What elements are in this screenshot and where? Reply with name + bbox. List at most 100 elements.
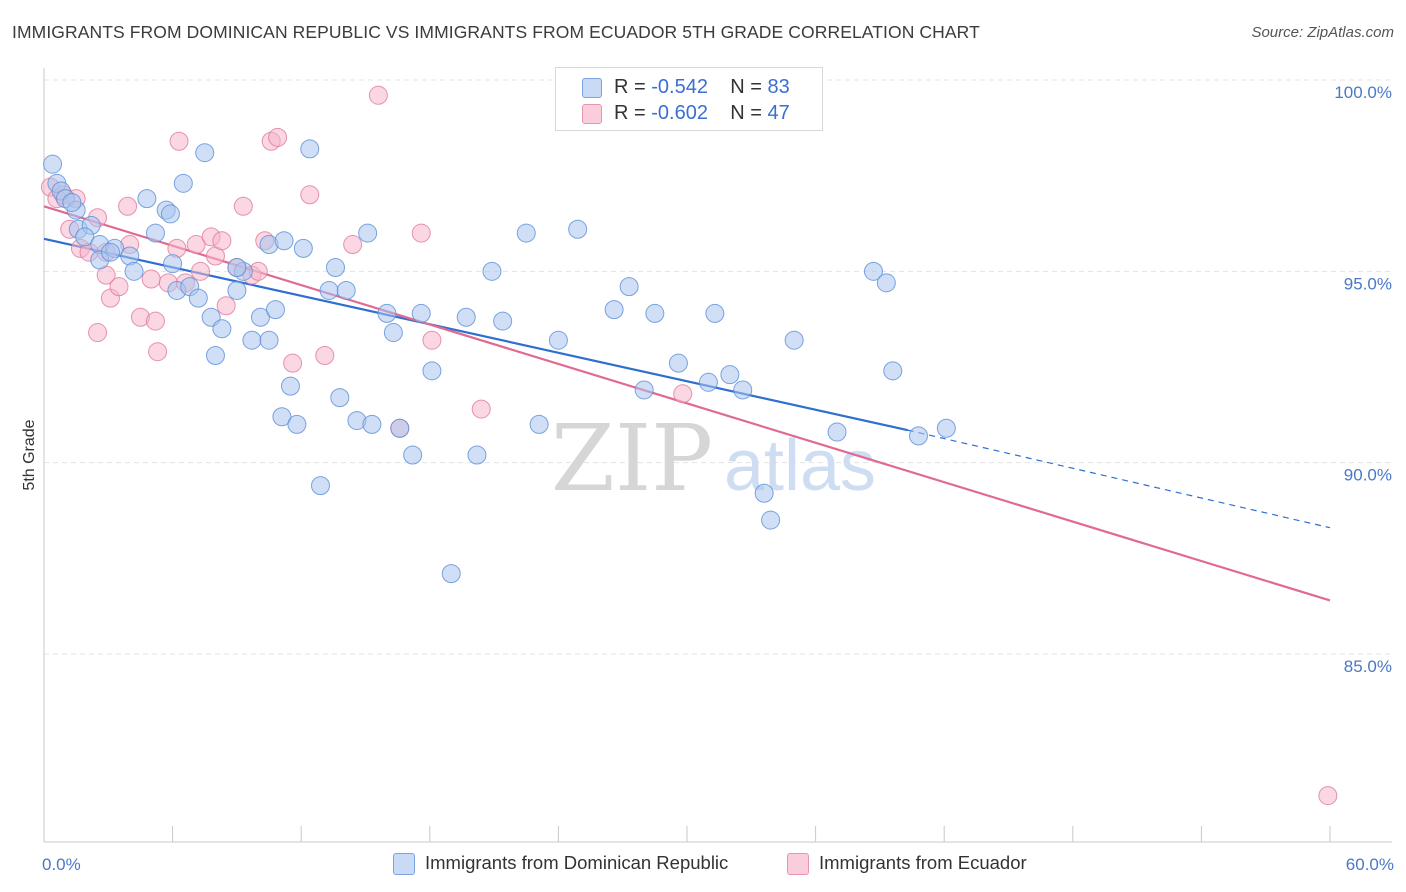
point-dominican — [863, 261, 883, 281]
point-ecuador — [212, 231, 232, 251]
legend-r-label: R = — [614, 102, 652, 124]
point-dominican — [205, 346, 225, 366]
trend-line-dominican — [43, 237, 909, 432]
point-dominican — [188, 288, 208, 308]
point-ecuador — [673, 384, 693, 404]
legend-r-value: -0.602 — [651, 102, 708, 124]
point-dominican — [62, 192, 82, 212]
legend-r-value: -0.542 — [651, 76, 708, 98]
point-dominican — [287, 414, 307, 434]
y-tick-label: 85.0% — [1344, 657, 1392, 676]
point-dominican — [259, 330, 279, 350]
y-axis-label: 5th Grade — [21, 419, 38, 490]
axes — [43, 68, 1392, 843]
point-ecuador — [1318, 786, 1338, 806]
point-dominican — [362, 414, 382, 434]
point-dominican — [422, 361, 442, 381]
point-dominican — [227, 258, 247, 278]
point-ecuador — [190, 261, 210, 281]
point-ecuador — [268, 127, 288, 147]
point-ecuador — [109, 277, 129, 297]
chart-title: IMMIGRANTS FROM DOMINICAN REPUBLIC VS IM… — [12, 22, 980, 42]
point-dominican — [100, 242, 120, 262]
point-ecuador — [88, 323, 108, 343]
legend-n-label: N = — [730, 76, 768, 98]
point-dominican — [705, 303, 725, 323]
stats-legend: R = -0.542 N = 83 R = -0.602 N = 47 — [555, 67, 823, 131]
point-dominican — [377, 303, 397, 323]
point-dominican — [212, 319, 232, 339]
point-dominican — [124, 261, 144, 281]
point-ecuador — [300, 185, 320, 205]
x-tick-label: 60.0% — [1346, 855, 1394, 874]
legend-label-dominican: Immigrants from Dominican Republic — [425, 852, 729, 873]
legend-r-label: R = — [614, 76, 652, 98]
point-ecuador — [141, 269, 161, 289]
x-tick-label: 0.0% — [42, 855, 81, 874]
grid-lines — [44, 79, 1392, 655]
point-ecuador — [169, 131, 189, 151]
point-dominican — [568, 219, 588, 239]
point-dominican — [319, 280, 339, 300]
point-dominican — [456, 307, 476, 327]
point-dominican — [163, 254, 183, 274]
point-ecuador — [411, 223, 431, 243]
point-ecuador — [148, 342, 168, 362]
legend-n-value: 83 — [767, 76, 790, 98]
point-dominican — [733, 380, 753, 400]
point-ecuador — [216, 296, 236, 316]
point-dominican — [390, 418, 410, 438]
point-dominican — [227, 280, 247, 300]
watermark-atlas: atlas — [724, 426, 876, 506]
point-dominican — [358, 223, 378, 243]
legend-label-ecuador: Immigrants from Ecuador — [819, 852, 1027, 873]
point-ecuador — [422, 330, 442, 350]
point-ecuador — [343, 235, 363, 255]
point-dominican — [383, 323, 403, 343]
watermark: ZIP atlas — [551, 405, 876, 512]
point-dominican — [876, 273, 896, 293]
point-ecuador — [118, 196, 138, 216]
point-dominican — [668, 353, 688, 373]
point-dominican — [761, 510, 781, 530]
legend-n-label: N = — [730, 102, 768, 124]
point-dominican — [467, 445, 487, 465]
point-dominican — [634, 380, 654, 400]
point-dominican — [883, 361, 903, 381]
point-dominican — [330, 388, 350, 408]
legend-n-value: 47 — [767, 102, 790, 124]
point-dominican — [325, 258, 345, 278]
point-ecuador — [315, 346, 335, 366]
legend-swatch-pink — [582, 104, 602, 124]
point-dominican — [195, 143, 215, 163]
legend-swatch-pink — [787, 853, 809, 875]
y-tick-label: 95.0% — [1344, 274, 1392, 293]
point-dominican — [441, 564, 461, 584]
point-dominican — [619, 277, 639, 297]
point-dominican — [75, 227, 95, 247]
data-points — [40, 85, 1338, 806]
point-dominican — [242, 330, 262, 350]
point-dominican — [645, 303, 665, 323]
point-dominican — [293, 238, 313, 258]
point-dominican — [173, 173, 193, 193]
y-tick-label: 100.0% — [1334, 83, 1392, 102]
point-ecuador — [233, 196, 253, 216]
point-dominican — [720, 365, 740, 385]
point-dominican — [250, 307, 270, 327]
point-dominican — [698, 372, 718, 392]
point-dominican — [274, 231, 294, 251]
point-ecuador — [471, 399, 491, 419]
point-dominican — [265, 300, 285, 320]
point-ecuador — [186, 235, 206, 255]
legend-swatch-blue — [393, 853, 415, 875]
point-dominican — [300, 139, 320, 159]
point-dominican — [936, 418, 956, 438]
point-dominican — [493, 311, 513, 331]
point-ecuador — [368, 85, 388, 105]
point-dominican — [516, 223, 536, 243]
point-dominican — [160, 204, 180, 224]
point-dominican — [310, 476, 330, 496]
watermark-zip: ZIP — [551, 405, 713, 512]
